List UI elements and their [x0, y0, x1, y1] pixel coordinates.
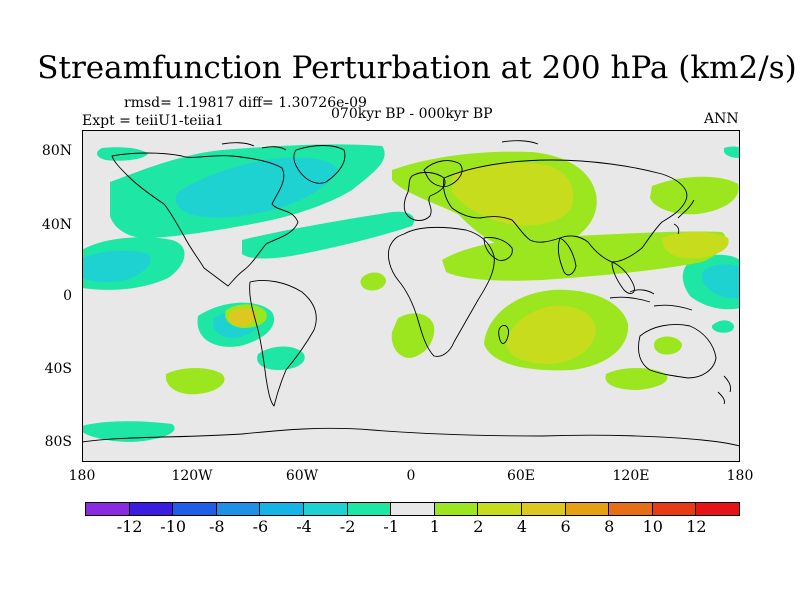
- coast-madagascar: [498, 325, 509, 344]
- lat-label-eq: 0: [63, 288, 72, 304]
- contour-south-atlantic-pos: [391, 313, 435, 358]
- coast-se-asia: [611, 261, 635, 294]
- contour-atlantic-small-pos: [360, 272, 386, 291]
- contour-fields: [82, 144, 740, 442]
- coast-africa: [387, 226, 495, 357]
- lat-label-80s: 80S: [44, 434, 72, 450]
- plot-title: Streamfunction Perturbation at 200 hPa (…: [37, 50, 797, 86]
- contour-north-america-neg2: [175, 157, 338, 218]
- map-frame: [82, 130, 740, 462]
- coast-indonesia: [609, 289, 693, 311]
- colorbar-box: [651, 502, 697, 516]
- colorbar-label: 2: [473, 517, 484, 536]
- experiment-label: Expt = teiiU1-teiia1: [82, 113, 224, 129]
- contour-south-pacific-pos: [165, 368, 225, 395]
- period-label: 070kyr BP - 000kyr BP: [331, 106, 493, 122]
- coast-japan: [673, 199, 695, 235]
- lon-label-120e: 120E: [612, 468, 650, 484]
- contour-pacific-small-neg: [711, 320, 734, 333]
- coast-india: [557, 237, 577, 276]
- contour-se-pacific-pos2: [228, 307, 257, 326]
- contour-eurasia-pos2: [452, 162, 574, 226]
- colorbar-box: [259, 502, 304, 516]
- colorbar-box: [608, 502, 653, 516]
- lon-label-60e: 60E: [506, 468, 536, 484]
- colorbar-label: -2: [339, 517, 356, 536]
- colorbar-box: [520, 502, 566, 516]
- coast-new-zealand: [717, 375, 731, 405]
- colorbar-label: 8: [604, 517, 615, 536]
- contour-west-pacific-east-neg2: [701, 264, 740, 299]
- colorbar-box: [128, 502, 174, 516]
- colorbar-label: 6: [560, 517, 571, 536]
- coast-arctic-islands: [221, 140, 539, 151]
- coast-arabia: [483, 237, 513, 261]
- colorbar-label: -4: [296, 517, 312, 536]
- coast-north-america: [111, 152, 299, 287]
- colorbar-label: 4: [516, 517, 528, 536]
- colorbar-box: [85, 502, 130, 516]
- coast-asia: [443, 159, 688, 263]
- coastlines: [82, 140, 740, 447]
- coast-antarctica: [82, 427, 740, 447]
- lon-label-180e: 180: [726, 468, 754, 484]
- colorbar-label: 1: [429, 517, 440, 536]
- coast-australia: [638, 324, 717, 379]
- colorbar-box: [390, 502, 435, 516]
- colorbar-box: [695, 502, 740, 516]
- colorbar-box: [564, 502, 610, 516]
- lat-label-40s: 40S: [44, 361, 72, 377]
- colorbar-box: [302, 502, 348, 516]
- lat-label-40n: 40N: [41, 217, 72, 233]
- contour-south-pacific-neg: [82, 421, 175, 442]
- coast-greenland: [293, 145, 346, 184]
- lon-label-60w: 60W: [285, 468, 319, 484]
- colorbar-label: -12: [116, 517, 143, 536]
- contour-pacific-north-pos: [650, 176, 739, 215]
- colorbar-box: [346, 502, 392, 516]
- contour-atlantic-neg: [242, 211, 415, 259]
- contour-south-indian-pos: [605, 368, 668, 390]
- lon-label-0: 0: [406, 468, 416, 484]
- colorbar-box: [172, 502, 217, 516]
- stats-label: rmsd= 1.19817 diff= 1.30726e-09: [124, 95, 367, 111]
- contour-arctic-east-neg: [724, 146, 740, 158]
- contour-indian-pos2: [506, 305, 596, 364]
- colorbar-label: -1: [383, 517, 399, 536]
- colorbar-label: -6: [252, 517, 269, 536]
- contour-africa-asia-pos: [442, 231, 726, 281]
- contour-australia-small-pos: [654, 336, 682, 355]
- colorbar: [85, 502, 740, 516]
- lon-label-180w: 180: [68, 468, 96, 484]
- colorbar-label: -10: [160, 517, 187, 536]
- colorbar-label: -8: [209, 517, 225, 536]
- colorbar-box: [477, 502, 522, 516]
- contour-asia-pos2: [662, 232, 729, 259]
- coast-south-america: [249, 280, 317, 407]
- contour-pacific-west-neg2: [82, 250, 151, 283]
- colorbar-box: [215, 502, 261, 516]
- lat-label-80n: 80N: [41, 143, 72, 159]
- contour-south-atlantic-neg: [257, 346, 305, 370]
- season-label: ANN: [704, 111, 739, 127]
- map-panel: [82, 130, 740, 462]
- colorbar-label: 12: [686, 517, 707, 536]
- colorbar-label: 10: [642, 517, 663, 536]
- lon-label-120w: 120W: [171, 468, 213, 484]
- colorbar-box: [433, 502, 479, 516]
- coast-scandinavia: [423, 160, 463, 187]
